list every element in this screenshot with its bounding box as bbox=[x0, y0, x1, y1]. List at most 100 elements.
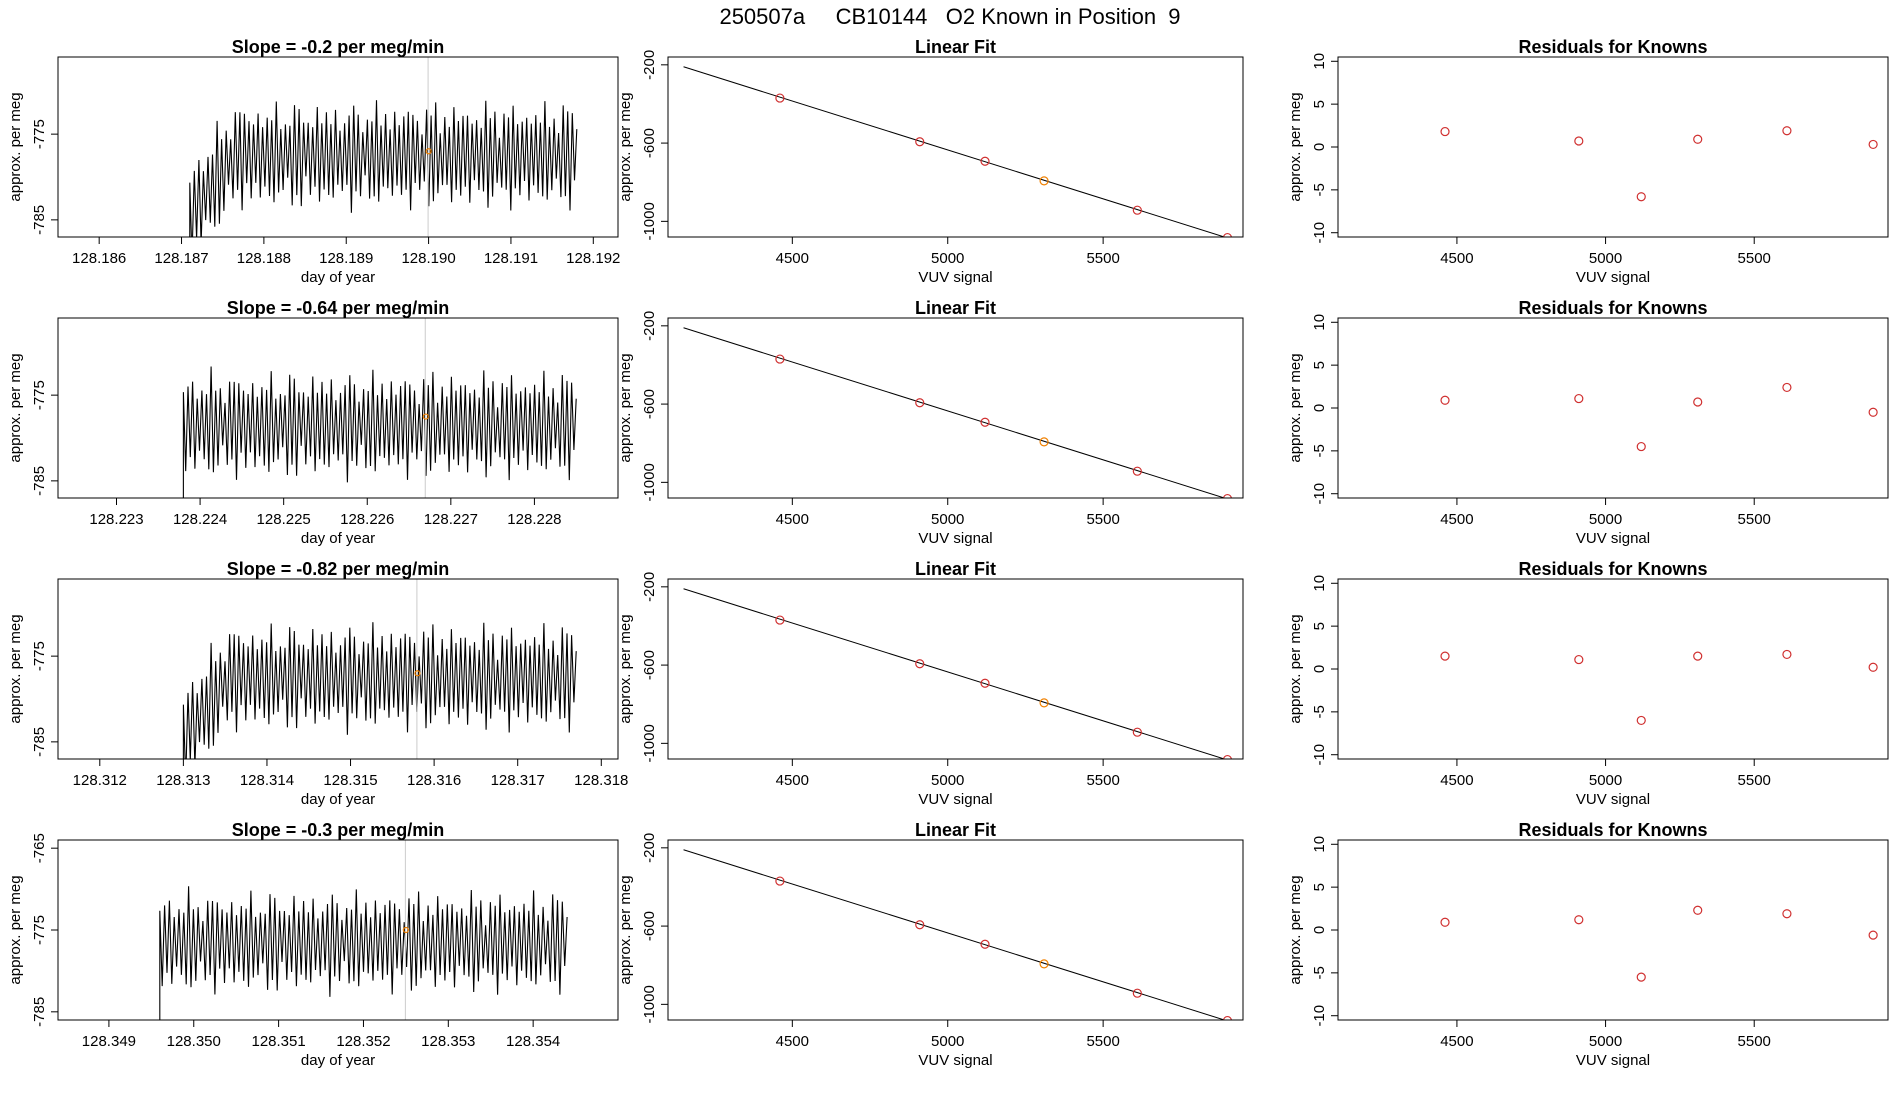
residual-point bbox=[1636, 715, 1646, 726]
residual-point bbox=[1868, 139, 1878, 150]
y-tick-label: -5 bbox=[1311, 705, 1328, 718]
y-tick-label: 0 bbox=[1311, 404, 1328, 412]
x-axis-label: VUV signal bbox=[918, 791, 992, 808]
x-tick-label: 128.352 bbox=[336, 1033, 390, 1050]
data-point bbox=[915, 398, 925, 408]
y-tick-label: -200 bbox=[641, 572, 658, 602]
x-tick-label: 128.189 bbox=[319, 250, 373, 267]
plot-area bbox=[58, 318, 577, 498]
residual-point bbox=[1868, 662, 1878, 672]
y-axis-label: approx. per meg bbox=[617, 92, 634, 201]
y-axis-label: approx. per meg bbox=[7, 875, 24, 984]
x-tick-label: 5500 bbox=[1738, 1033, 1771, 1050]
plot-area bbox=[1440, 126, 1878, 202]
y-axis-label: approx. per meg bbox=[7, 614, 24, 723]
plot-area bbox=[683, 66, 1233, 237]
y-tick-label: -5 bbox=[1311, 183, 1328, 196]
residual-point bbox=[1693, 905, 1703, 915]
x-tick-label: 4500 bbox=[1440, 772, 1473, 789]
fit-line bbox=[683, 327, 1227, 498]
x-axis-label: VUV signal bbox=[918, 530, 992, 547]
y-tick-label: -600 bbox=[641, 650, 658, 680]
data-point bbox=[1132, 727, 1142, 737]
fit-line bbox=[683, 849, 1227, 1020]
y-tick-label: -600 bbox=[641, 128, 658, 158]
panel-title: Linear Fit bbox=[915, 37, 996, 57]
fit-line bbox=[683, 588, 1227, 759]
y-axis-label: approx. per meg bbox=[7, 353, 24, 462]
panel-title: Slope = -0.2 per meg/min bbox=[232, 37, 445, 57]
x-tick-label: 5500 bbox=[1738, 250, 1771, 267]
midpoint-marker bbox=[402, 926, 409, 934]
plot-area bbox=[58, 579, 577, 759]
x-axis-label: day of year bbox=[301, 269, 375, 286]
data-point bbox=[775, 93, 785, 103]
y-axis-label: approx. per meg bbox=[1287, 875, 1304, 984]
x-tick-label: 128.353 bbox=[421, 1033, 475, 1050]
x-tick-label: 128.224 bbox=[173, 511, 227, 528]
y-tick-label: 10 bbox=[1311, 53, 1328, 70]
plot-area bbox=[683, 849, 1233, 1020]
x-tick-label: 128.317 bbox=[491, 772, 545, 789]
y-tick-label: -200 bbox=[641, 311, 658, 341]
residual-point bbox=[1782, 909, 1792, 919]
data-point bbox=[775, 876, 785, 886]
data-point bbox=[915, 920, 925, 930]
y-tick-label: -785 bbox=[31, 205, 48, 235]
x-tick-label: 128.186 bbox=[72, 250, 126, 267]
y-axis-label: approx. per meg bbox=[1287, 92, 1304, 201]
panel-resid-4: Residuals for Knowns 4500 5000 5500 VUV sign… bbox=[1287, 820, 1889, 1069]
panel-title: Residuals for Knowns bbox=[1518, 37, 1707, 57]
y-tick-label: -1000 bbox=[641, 463, 658, 501]
y-axis-label: approx. per meg bbox=[1287, 614, 1304, 723]
y-tick-label: -5 bbox=[1311, 966, 1328, 979]
data-point bbox=[775, 354, 785, 364]
data-point bbox=[1039, 959, 1049, 969]
x-axis-label: VUV signal bbox=[1576, 791, 1650, 808]
residual-point bbox=[1574, 915, 1584, 925]
x-axis-label: VUV signal bbox=[918, 1052, 992, 1069]
panel-title: Residuals for Knowns bbox=[1518, 820, 1707, 840]
data-point bbox=[1222, 493, 1233, 498]
y-tick-label: -1000 bbox=[641, 202, 658, 240]
panel-resid-3: Residuals for Knowns 4500 5000 5500 VUV sign… bbox=[1287, 559, 1889, 808]
y-tick-label: -10 bbox=[1311, 483, 1328, 505]
panel-series-1: Slope = -0.2 per meg/min 128.186 128.187 12… bbox=[7, 37, 620, 286]
residual-point bbox=[1693, 134, 1703, 144]
x-tick-label: 5000 bbox=[931, 772, 964, 789]
midpoint-marker bbox=[414, 670, 421, 677]
x-tick-label: 4500 bbox=[1440, 1033, 1473, 1050]
residual-point bbox=[1868, 407, 1878, 417]
residual-point bbox=[1440, 126, 1450, 137]
data-trace bbox=[58, 366, 577, 498]
x-axis-label: VUV signal bbox=[1576, 530, 1650, 547]
panel-title: Linear Fit bbox=[915, 820, 996, 840]
y-tick-label: -10 bbox=[1311, 222, 1328, 244]
x-tick-label: 128.316 bbox=[407, 772, 461, 789]
plot-area bbox=[58, 57, 578, 237]
plot-area bbox=[1440, 649, 1878, 726]
plot-frame bbox=[1337, 317, 1889, 499]
x-tick-label: 128.228 bbox=[507, 511, 561, 528]
plot-area bbox=[1440, 905, 1878, 982]
y-tick-label: -10 bbox=[1311, 744, 1328, 766]
x-tick-label: 5500 bbox=[1738, 511, 1771, 528]
panel-title: Slope = -0.82 per meg/min bbox=[227, 559, 450, 579]
plot-frame bbox=[1337, 578, 1889, 760]
y-tick-label: 10 bbox=[1311, 314, 1328, 331]
y-axis-label: approx. per meg bbox=[617, 353, 634, 462]
x-tick-label: 5000 bbox=[931, 511, 964, 528]
y-tick-label: -775 bbox=[31, 380, 48, 410]
x-tick-label: 128.187 bbox=[154, 250, 208, 267]
panel-title: Slope = -0.64 per meg/min bbox=[227, 298, 450, 318]
plot-frame bbox=[667, 317, 1244, 499]
y-tick-label: -5 bbox=[1311, 444, 1328, 457]
plot-frame bbox=[57, 317, 619, 499]
data-point bbox=[1222, 754, 1233, 759]
x-axis-label: day of year bbox=[301, 791, 375, 808]
x-tick-label: 5000 bbox=[1589, 772, 1622, 789]
x-tick-label: 5000 bbox=[1589, 250, 1622, 267]
x-tick-label: 128.349 bbox=[82, 1033, 136, 1050]
x-tick-label: 128.190 bbox=[401, 250, 455, 267]
y-tick-label: -785 bbox=[31, 466, 48, 496]
